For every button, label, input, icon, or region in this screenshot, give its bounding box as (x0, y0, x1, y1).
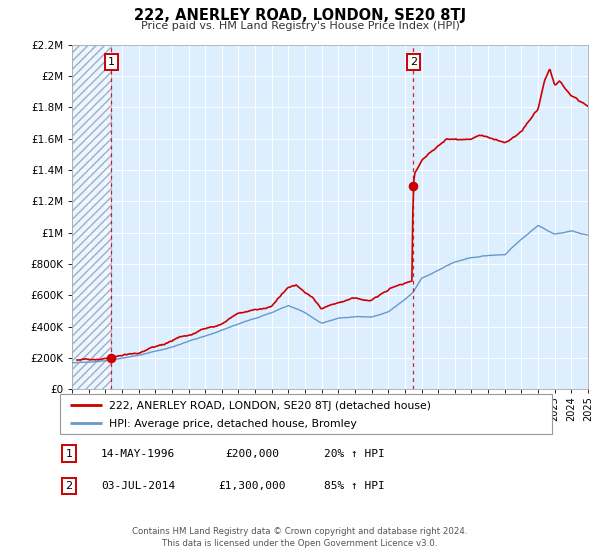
Text: £1,300,000: £1,300,000 (218, 481, 286, 491)
Text: 85% ↑ HPI: 85% ↑ HPI (323, 481, 385, 491)
Bar (72, 45, 112, 389)
Text: 1: 1 (65, 449, 73, 459)
Text: 03-JUL-2014: 03-JUL-2014 (101, 481, 175, 491)
Point (409, 181, 418, 190)
Text: HPI: Average price, detached house, Bromley: HPI: Average price, detached house, Brom… (109, 419, 357, 430)
Text: £200,000: £200,000 (225, 449, 279, 459)
Text: 2: 2 (410, 57, 417, 67)
Text: 2: 2 (65, 481, 73, 491)
Text: 14-MAY-1996: 14-MAY-1996 (101, 449, 175, 459)
Text: Contains HM Land Registry data © Crown copyright and database right 2024.: Contains HM Land Registry data © Crown c… (132, 528, 468, 536)
FancyBboxPatch shape (60, 394, 552, 434)
Text: 222, ANERLEY ROAD, LONDON, SE20 8TJ (detached house): 222, ANERLEY ROAD, LONDON, SE20 8TJ (det… (109, 401, 431, 411)
Text: 20% ↑ HPI: 20% ↑ HPI (323, 449, 385, 459)
Text: 1: 1 (108, 57, 115, 67)
Text: 222, ANERLEY ROAD, LONDON, SE20 8TJ: 222, ANERLEY ROAD, LONDON, SE20 8TJ (134, 8, 466, 24)
Text: Price paid vs. HM Land Registry's House Price Index (HPI): Price paid vs. HM Land Registry's House … (140, 21, 460, 31)
Point (107, 353, 116, 362)
Text: This data is licensed under the Open Government Licence v3.0.: This data is licensed under the Open Gov… (163, 539, 437, 548)
Bar (72, 45, 112, 389)
